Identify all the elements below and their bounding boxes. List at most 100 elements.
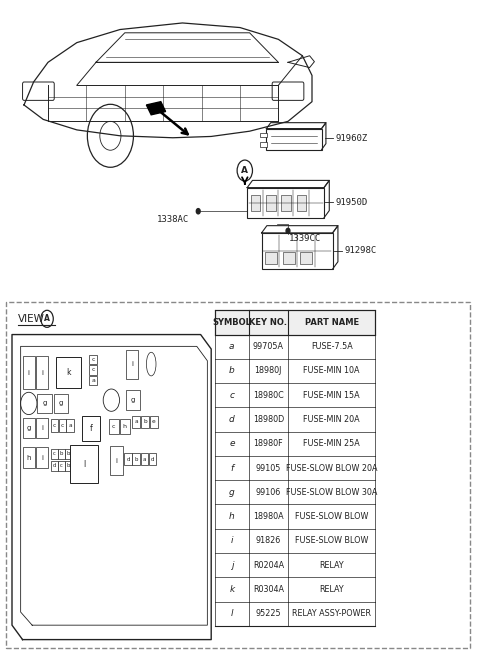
Bar (36, 356, 48, 389)
Text: a: a (229, 342, 235, 351)
Text: 1338AC: 1338AC (156, 215, 189, 224)
Bar (260, 133, 267, 137)
Bar (89, 365, 97, 375)
Bar (58, 449, 65, 459)
Text: c: c (53, 422, 56, 428)
FancyBboxPatch shape (272, 82, 304, 100)
Text: 18980J: 18980J (254, 367, 282, 375)
Text: e: e (229, 440, 235, 448)
Text: FUSE-MIN 10A: FUSE-MIN 10A (303, 367, 360, 375)
Circle shape (21, 392, 37, 415)
Bar (110, 446, 123, 475)
Text: d: d (151, 457, 155, 462)
Text: A: A (241, 166, 248, 175)
Bar (36, 447, 48, 468)
Bar (215, 310, 375, 335)
Text: f: f (90, 424, 93, 433)
Text: d: d (126, 457, 130, 462)
Text: FUSE-7.5A: FUSE-7.5A (311, 342, 352, 351)
Bar (89, 355, 97, 364)
Circle shape (100, 121, 121, 150)
Bar (120, 419, 130, 434)
Bar (54, 394, 68, 413)
Bar (150, 416, 157, 428)
Text: 91960Z: 91960Z (336, 134, 368, 143)
Text: A: A (44, 314, 50, 323)
Bar (141, 416, 149, 428)
Text: i: i (116, 457, 118, 464)
Circle shape (87, 104, 133, 167)
Bar (281, 195, 291, 211)
Text: h: h (123, 424, 127, 429)
Bar (70, 445, 98, 483)
Bar (51, 461, 58, 471)
Text: 95225: 95225 (255, 609, 281, 618)
Bar (126, 390, 140, 410)
Text: i: i (230, 537, 233, 545)
Text: b: b (143, 419, 147, 424)
Text: FUSE-MIN 20A: FUSE-MIN 20A (303, 415, 360, 424)
Bar (23, 447, 35, 468)
Text: g: g (229, 488, 235, 497)
Bar (126, 350, 138, 379)
Polygon shape (146, 102, 166, 115)
Bar (23, 356, 35, 389)
Bar (65, 449, 72, 459)
Text: a: a (91, 378, 95, 383)
Text: KEY NO.: KEY NO. (249, 318, 288, 327)
Text: 1339CC: 1339CC (288, 234, 321, 243)
Bar (300, 252, 312, 264)
Text: e: e (152, 419, 156, 424)
Bar (82, 416, 100, 441)
Text: a: a (68, 422, 72, 428)
Text: RELAY: RELAY (319, 561, 344, 569)
Bar (109, 419, 119, 434)
Text: c: c (229, 391, 234, 400)
Bar (266, 195, 276, 211)
Text: k: k (229, 585, 234, 594)
Text: SYMBOL: SYMBOL (213, 318, 251, 327)
Text: FUSE-SLOW BLOW: FUSE-SLOW BLOW (295, 512, 368, 521)
Text: 91826: 91826 (256, 537, 281, 545)
Bar (251, 195, 260, 211)
Bar (247, 188, 324, 218)
Bar (59, 419, 66, 432)
Bar (149, 453, 156, 465)
Text: 99705A: 99705A (253, 342, 284, 351)
Bar (23, 418, 35, 438)
Bar (37, 394, 52, 413)
Text: j: j (230, 561, 233, 569)
Bar (132, 453, 140, 465)
Bar (36, 418, 48, 438)
Bar (89, 376, 97, 385)
Text: a: a (134, 419, 138, 424)
Text: 91298C: 91298C (345, 246, 377, 255)
Text: c: c (60, 463, 63, 468)
Text: c: c (61, 422, 64, 428)
Text: RELAY ASSY-POWER: RELAY ASSY-POWER (292, 609, 371, 618)
Text: a: a (143, 457, 146, 462)
Text: FUSE-SLOW BLOW 30A: FUSE-SLOW BLOW 30A (286, 488, 377, 497)
Text: 99105: 99105 (256, 464, 281, 472)
Text: b: b (67, 451, 71, 457)
Circle shape (103, 389, 120, 411)
Text: 18980A: 18980A (253, 512, 284, 521)
Bar (58, 461, 65, 471)
Text: c: c (53, 451, 56, 457)
Text: VIEW: VIEW (18, 314, 45, 323)
Text: i: i (41, 369, 43, 376)
Bar (6, 302, 470, 648)
Text: d: d (229, 415, 235, 424)
Text: i: i (41, 455, 43, 461)
Text: c: c (91, 357, 95, 362)
Text: 18980C: 18980C (253, 391, 284, 400)
Bar (141, 453, 148, 465)
Circle shape (237, 160, 252, 181)
Text: g: g (131, 397, 135, 403)
Text: g: g (42, 400, 47, 407)
Bar (266, 129, 322, 150)
Text: i: i (131, 361, 133, 367)
Bar (262, 233, 333, 269)
Text: i: i (41, 424, 43, 431)
Text: 99106: 99106 (256, 488, 281, 497)
